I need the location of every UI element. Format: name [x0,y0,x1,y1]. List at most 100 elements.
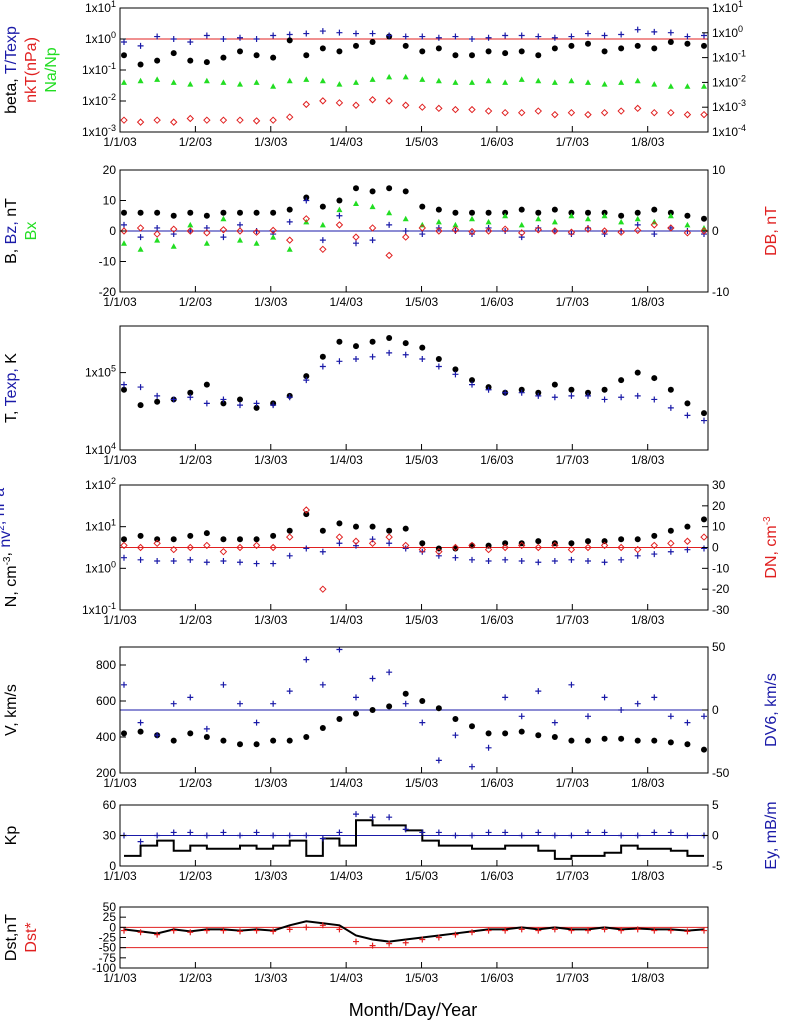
data-point [651,206,658,213]
y-tick-label: 1x102 [85,476,116,492]
x-tick-label: 1/7/03 [556,453,590,467]
data-point [452,545,459,552]
data-point [203,77,210,84]
data-point [469,723,475,730]
x-tick-label: 1/6/03 [480,971,514,985]
data-point [336,646,343,653]
data-point [584,110,592,119]
data-point [170,118,178,126]
data-point [618,79,625,85]
data-point [634,369,641,376]
data-point [353,523,359,530]
data-point [220,54,227,61]
data-point [269,116,277,124]
data-point [286,218,293,225]
data-point [186,543,194,552]
data-point [237,559,243,566]
data-point [219,226,228,234]
data-point [319,922,326,929]
y-tick-label: 1x101 [85,0,116,15]
data-point [701,417,707,424]
x-tick-label: 1/4/03 [329,776,363,790]
data-point [651,45,658,52]
series-beta-3 [120,96,708,126]
data-point [385,533,393,541]
data-point [121,209,127,216]
data-point [154,57,161,64]
data-point [485,557,492,564]
data-point [618,394,625,401]
x-tick-label: 1/1/03 [103,776,137,790]
data-point [386,209,393,216]
data-point [220,36,227,42]
data-point [121,221,127,228]
data-point [485,542,492,549]
data-point [700,533,708,541]
data-point [634,536,641,543]
data-point [683,110,692,119]
data-point [170,243,177,249]
data-point [286,832,293,839]
y-right-tick-label: 1x100 [712,24,743,40]
data-point [435,552,442,559]
data-point [484,227,493,235]
data-point [452,716,459,722]
x-tick-label: 1/7/03 [556,776,590,790]
data-point [651,927,658,934]
data-point [303,197,310,204]
data-point [303,194,310,201]
data-point [534,107,542,115]
data-point [170,212,177,219]
data-point [270,402,277,409]
y-right-tick-label: 0 [712,224,719,238]
data-point [469,209,475,216]
series-N-2 [120,506,708,593]
panel-N: 1x10-1 1x100 1x101 1x102 -30 -20 -10 0 10 20 30 1/1… [0,476,780,627]
data-point [485,730,492,737]
series-B-2 [121,200,707,252]
data-point [568,212,575,219]
data-point [402,340,409,347]
data-point [319,725,326,731]
data-point [501,225,509,233]
data-point [121,730,127,737]
data-point [617,107,625,115]
data-point [585,215,591,222]
data-point [452,832,459,839]
x-tick-label: 1/4/03 [329,453,363,467]
data-point [270,560,277,567]
data-point [651,551,658,558]
data-point [502,228,509,234]
data-point [253,741,260,748]
data-point [568,42,575,49]
data-point [385,97,393,105]
data-point [485,744,492,751]
left-axis-label-2: nkT(nPa) [23,37,40,103]
data-point [551,34,558,41]
panel-B: -20 -10 0 10 20 -10 0 10 1/1/03 1/2/03 1/3/03 1/4/0… [3,163,780,309]
data-point [469,832,475,839]
data-point [419,231,426,238]
data-point [568,386,575,393]
data-point [369,338,376,345]
data-point [121,381,127,388]
data-point [237,928,243,935]
data-point [170,79,177,85]
data-point [419,540,426,547]
data-point [667,29,674,36]
data-point [485,218,492,225]
y-tick-label: 400 [96,730,116,744]
series-beta-1 [121,26,707,49]
data-point [220,234,227,241]
data-point [535,392,542,399]
data-point [203,381,210,388]
data-point [618,45,625,52]
data-point [253,404,260,411]
y-tick-label: -10 [99,255,117,269]
data-point [585,40,591,47]
data-point [237,221,243,228]
y-tick-label: 200 [96,766,116,780]
data-point [286,113,294,121]
data-point [253,829,260,836]
data-point [386,334,393,341]
